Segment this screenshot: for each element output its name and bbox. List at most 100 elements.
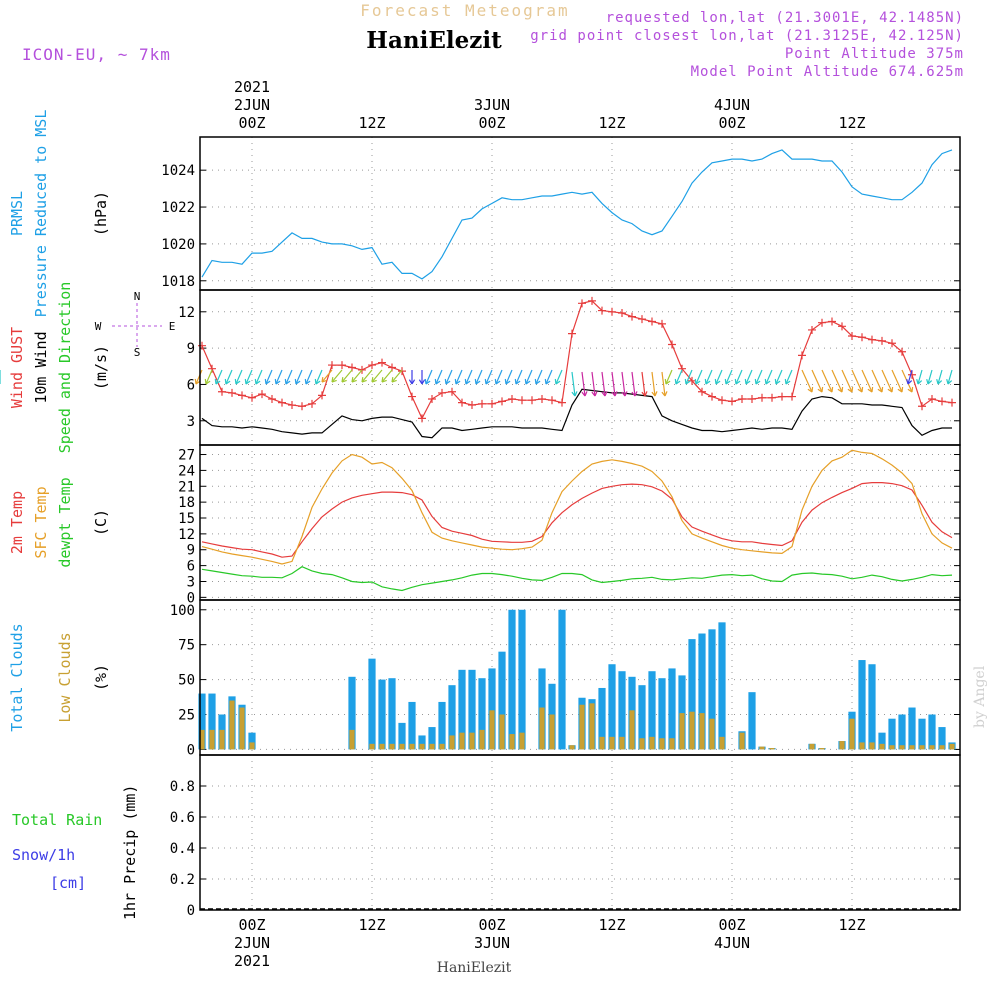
gust-marker (228, 388, 236, 397)
low-cloud-bar (629, 710, 635, 750)
gust-marker (358, 365, 366, 374)
gust-marker (478, 399, 486, 408)
wind-arrow (275, 369, 283, 385)
wind-arrow-head (651, 391, 658, 397)
wind-arrow (775, 369, 783, 385)
wind-arrow-head (601, 391, 608, 397)
compass-rose: N S W E (95, 290, 176, 359)
low-cloud-bar (489, 710, 495, 750)
gust-marker (448, 387, 456, 396)
wind-arrow-head (524, 378, 531, 385)
gust-marker (698, 387, 706, 396)
wind-arrow-head (204, 378, 211, 385)
wind-arrow (245, 369, 253, 385)
wind-arrow (381, 369, 393, 383)
top-time-label: 2JUN (234, 96, 270, 114)
total-cloud-bar (928, 714, 936, 750)
gust-marker (938, 397, 946, 406)
wind-arrow (361, 369, 373, 383)
panel-label: Low Clouds (56, 632, 74, 722)
panel-label: Wind GUST (8, 327, 26, 408)
y-tick-label: 75 (178, 638, 195, 654)
low-cloud-bar (599, 736, 605, 750)
gust-marker (928, 394, 936, 403)
gust-marker (748, 394, 756, 403)
wind-arrow-head (946, 379, 953, 385)
top-time-label: 00Z (718, 114, 745, 132)
gust-marker (668, 340, 676, 349)
low-cloud-bar (819, 748, 825, 750)
wind-arrow (821, 369, 833, 393)
gust-marker (898, 347, 906, 356)
low-cloud-bar (869, 742, 875, 750)
wind-arrow-head (784, 378, 791, 385)
gust-marker (298, 402, 306, 411)
panels: 1018 1020 1022 1024 PRMSL Pressure Reduced to… (0, 110, 961, 920)
bottom-time-label: 12Z (838, 916, 865, 934)
y-tick-label: 12 (178, 305, 195, 321)
total-cloud-bar (428, 727, 436, 750)
wind-arrow-head (381, 377, 387, 383)
wind-arrow (851, 369, 863, 393)
low-cloud-bar (939, 745, 945, 750)
location-title: HaniElezit (366, 27, 502, 54)
gust-marker (498, 397, 506, 406)
low-cloud-bar (809, 743, 815, 750)
wind-arrow-head (936, 379, 943, 385)
low-cloud-bar (469, 732, 475, 750)
wind-arrow (695, 369, 703, 385)
low-cloud-bar (419, 743, 425, 750)
wind-arrow-head (264, 378, 271, 385)
wind-arrow (735, 369, 743, 385)
low-cloud-bar (199, 729, 205, 750)
wind-arrow (611, 371, 616, 397)
wind-arrow-head (744, 378, 751, 385)
wind-arrow-head (341, 377, 347, 383)
wind-arrow (831, 369, 843, 393)
gust-marker (578, 299, 586, 308)
gust-marker (788, 392, 796, 401)
wind-arrow (331, 369, 343, 383)
wind-arrow-head (331, 377, 337, 383)
total-cloud-bar (658, 678, 666, 750)
gust-marker (288, 401, 296, 410)
gust-marker (918, 402, 926, 411)
wind-arrow-head (391, 377, 397, 383)
requested-coords: requested lon,lat (21.3001E, 42.1485N) (606, 10, 964, 26)
wind-arrow (455, 369, 463, 385)
total-cloud-bar (618, 671, 626, 750)
y-tick-label: 0.6 (170, 810, 195, 826)
low-cloud-bar (539, 707, 545, 750)
low-cloud-bar (719, 736, 725, 750)
wind-arrow-head (674, 378, 681, 385)
total-cloud-bar (868, 664, 876, 750)
gust-marker (248, 393, 256, 402)
wind-arrow (475, 369, 483, 385)
gust-marker (728, 397, 736, 406)
gust-marker (598, 306, 606, 315)
panel-clouds: 0 25 50 75 100 Total Clouds Low Clouds (%) (8, 599, 961, 758)
bottom-time-label: 4JUN (714, 934, 750, 952)
wind-arrow (555, 369, 563, 385)
wind-arrow (861, 369, 873, 393)
compass-west: W (95, 320, 102, 333)
total-cloud-bar (898, 714, 906, 750)
wind-arrow (341, 369, 353, 383)
gust-marker (418, 414, 426, 423)
model-altitude: Model Point Altitude 674.625m (691, 64, 964, 80)
wind-arrow (755, 369, 763, 385)
y-tick-label: 0.8 (170, 779, 195, 795)
low-cloud-bar (879, 743, 885, 750)
wind-arrow-head (827, 386, 834, 393)
wind-arrow (937, 369, 943, 385)
panel-label: PRMSL (8, 191, 26, 236)
gust-marker (568, 329, 576, 338)
total-cloud-bar (198, 693, 206, 750)
wind-arrow (665, 369, 673, 385)
wind-arrow-head (734, 378, 741, 385)
y-tick-label: 9 (187, 543, 195, 559)
y-tick-label: 1018 (161, 274, 195, 290)
wind-arrow-head (764, 378, 771, 385)
panel-label: Total Clouds (8, 623, 26, 731)
